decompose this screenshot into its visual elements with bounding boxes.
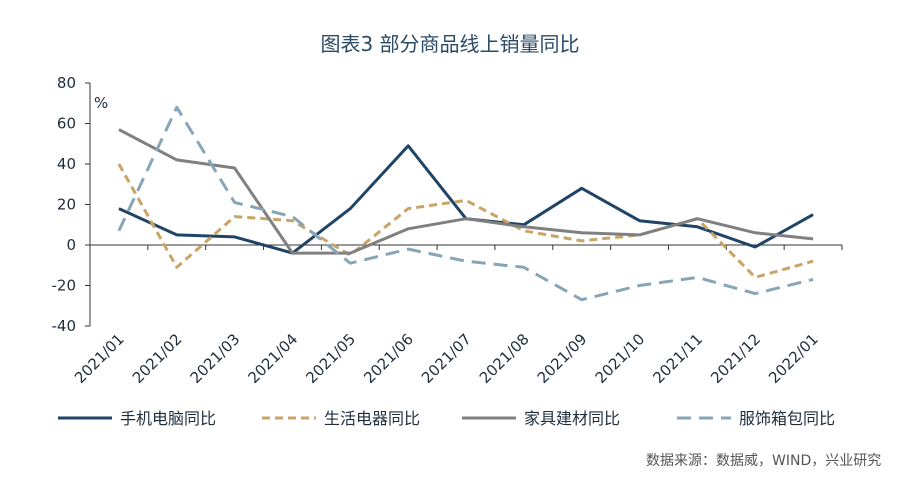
x-tick-label: 2021/04 [244, 330, 301, 387]
y-axis-ticks: 80 60 40 20 0 -20 -40 [52, 74, 90, 335]
x-tick-label: 2021/05 [302, 330, 359, 387]
legend-label-1: 手机电脑同比 [120, 409, 216, 428]
x-tick-label: 2021/09 [534, 330, 591, 387]
x-tick-label: 2021/10 [592, 330, 649, 387]
x-tick-label: 2021/12 [707, 330, 764, 387]
y-tick-label: 20 [57, 196, 76, 214]
x-tick-label: 2022/01 [765, 330, 822, 387]
x-tick-label: 2021/03 [187, 330, 244, 387]
y-axis-unit: % [94, 94, 108, 112]
chart-title: 图表3 部分商品线上销量同比 [320, 32, 580, 56]
x-axis-ticks: 2021/01 2021/02 2021/03 2021/04 2021/05 2021/… [71, 245, 843, 387]
y-tick-label: 80 [57, 74, 76, 92]
x-tick-label: 2021/07 [418, 330, 475, 387]
legend: 手机电脑同比 生活电器同比 家具建材同比 服饰箱包同比 [58, 409, 835, 428]
y-tick-label: 0 [66, 236, 76, 254]
legend-label-4: 服饰箱包同比 [739, 409, 835, 428]
series-lines [117, 105, 814, 302]
x-tick-label: 2021/11 [649, 330, 706, 387]
x-tick-label: 2021/08 [476, 330, 533, 387]
x-tick-label: 2021/01 [71, 330, 128, 387]
axes [89, 83, 842, 326]
y-tick-label: 40 [57, 155, 76, 173]
legend-label-2: 生活电器同比 [324, 409, 420, 428]
series-line-1 [118, 144, 814, 255]
series-line-4 [117, 105, 814, 302]
series-line-3 [118, 128, 814, 255]
y-tick-label: -20 [52, 277, 77, 295]
x-tick-label: 2021/02 [129, 330, 186, 387]
legend-label-3: 家具建材同比 [524, 409, 620, 428]
y-tick-label: 60 [57, 115, 76, 133]
x-tick-label: 2021/06 [360, 330, 417, 387]
y-tick-label: -40 [52, 317, 77, 335]
data-source: 数据来源：数据威，WIND，兴业研究 [646, 453, 882, 469]
